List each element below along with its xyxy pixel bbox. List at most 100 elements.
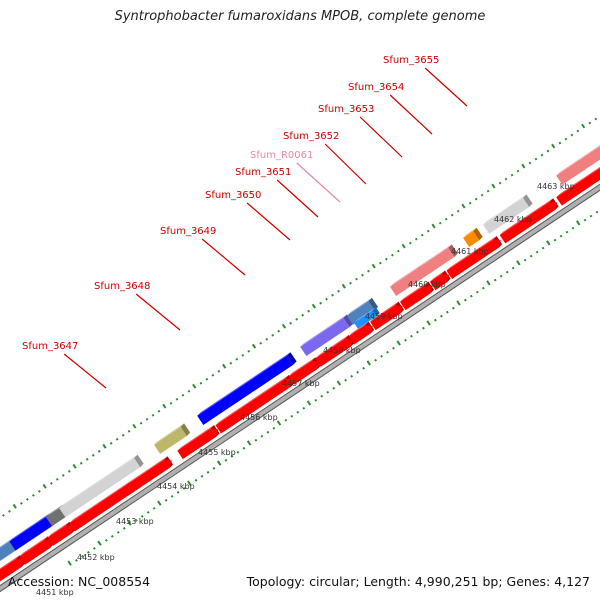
ruler-tick (451, 306, 455, 310)
feature-gene-top (59, 454, 138, 509)
cyan-gene-top (354, 307, 376, 323)
ruler-tick (224, 458, 228, 462)
tick-mark (199, 381, 203, 385)
tick-layer (2, 117, 598, 517)
topology-text: Topology: circular; Length: 4,990,251 bp… (246, 574, 590, 589)
ruler-tick (164, 498, 168, 502)
tick-mark (426, 229, 430, 233)
ruler-tick (565, 230, 569, 234)
feature-gene (416, 247, 455, 279)
red-gene-top (370, 301, 399, 322)
tick-mark (121, 433, 125, 437)
tick-mark (379, 261, 382, 265)
tick-mark (528, 161, 532, 165)
ruler-label: 4463 kbp (537, 182, 575, 191)
tick-mark (42, 483, 47, 489)
ruler-tick (336, 380, 342, 386)
red-gene (499, 201, 558, 244)
ruler-tick (469, 294, 473, 298)
red-gene-top (47, 521, 70, 538)
red-gene-top (288, 357, 316, 377)
red-gene-top (446, 236, 497, 271)
tick-mark (486, 189, 490, 193)
ruler-tick (116, 530, 120, 534)
tick-mark (498, 181, 502, 185)
feature-gene (483, 197, 530, 234)
red-gene (348, 325, 373, 345)
tick-mark (37, 489, 41, 493)
feature-gene (45, 508, 66, 527)
tick-mark (211, 373, 215, 377)
ruler-tick (152, 506, 156, 510)
ruler-label: 4462 kbp (494, 215, 532, 224)
tick-mark (192, 383, 197, 389)
cyan-gene-side (372, 307, 380, 317)
tick-mark (301, 313, 305, 317)
ruler-label: 4456 kbp (240, 413, 278, 422)
leader-line (63, 353, 107, 389)
feature-gene-top (463, 227, 477, 238)
feature-gene (154, 426, 187, 454)
ruler-tick (404, 338, 407, 342)
tick-mark (461, 203, 466, 209)
tick-mark (570, 133, 574, 137)
tick-mark (85, 457, 89, 461)
gene-label: Sfum_3649 (160, 226, 216, 237)
ruler-tick (75, 558, 78, 562)
tick-mark (247, 349, 251, 353)
ruler-tick (523, 258, 527, 262)
red-gene-top (19, 536, 48, 557)
gene-label: Sfum_3648 (94, 281, 150, 292)
ruler-tick (374, 358, 377, 362)
ruler-tick (266, 430, 270, 434)
leader-line (324, 143, 367, 185)
red-gene (446, 239, 501, 279)
tick-mark (205, 377, 209, 381)
tick-mark (49, 481, 53, 485)
ruler-tick (284, 418, 288, 422)
tick-mark (456, 209, 460, 213)
ruler-label: 4458 kbp (323, 346, 361, 355)
ruler-label: 4452 kbp (77, 553, 115, 562)
ruler-tick (122, 526, 126, 530)
tick-mark (162, 403, 167, 409)
ruler-tick (356, 370, 360, 374)
tick-mark (251, 343, 257, 349)
accession-text: Accession: NC_008554 (8, 574, 151, 589)
tick-mark (444, 217, 448, 221)
red-gene (429, 274, 450, 291)
tick-mark (72, 463, 77, 469)
ruler-tick (67, 560, 72, 566)
ruler-label: 4457 kbp (282, 379, 320, 388)
leader-line (276, 179, 319, 218)
tick-mark (102, 443, 107, 449)
red-gene-top (429, 270, 445, 282)
red-gene (556, 167, 600, 206)
ruler-tick (499, 274, 503, 278)
feature-gene-top (9, 513, 50, 542)
tick-mark (91, 453, 95, 457)
ruler-tick (595, 210, 599, 214)
tick-mark (2, 513, 5, 517)
tick-mark (361, 273, 364, 277)
tick-mark (8, 509, 11, 513)
ruler-tick (290, 414, 294, 418)
leader-line (135, 293, 181, 331)
ruler-label: 4451 kbp (36, 588, 74, 597)
ruler-tick (206, 470, 210, 474)
tick-mark (97, 449, 101, 453)
tick-mark (31, 493, 35, 497)
ruler-tick (246, 440, 252, 446)
ruler-layer: 4451 kbp 4452 kbp 4453 kbp 4454 kbp 4455 kbp… (36, 182, 599, 597)
tick-mark (157, 409, 161, 413)
ruler-tick (104, 538, 108, 542)
tick-mark (367, 269, 370, 273)
red-gene (215, 378, 294, 434)
ruler-label: 4453 kbp (116, 517, 154, 526)
tick-mark (127, 429, 131, 433)
tick-mark (295, 317, 299, 321)
tick-mark (229, 361, 233, 365)
tick-mark (139, 421, 143, 425)
ruler-tick (481, 286, 485, 290)
tick-mark (355, 277, 358, 281)
